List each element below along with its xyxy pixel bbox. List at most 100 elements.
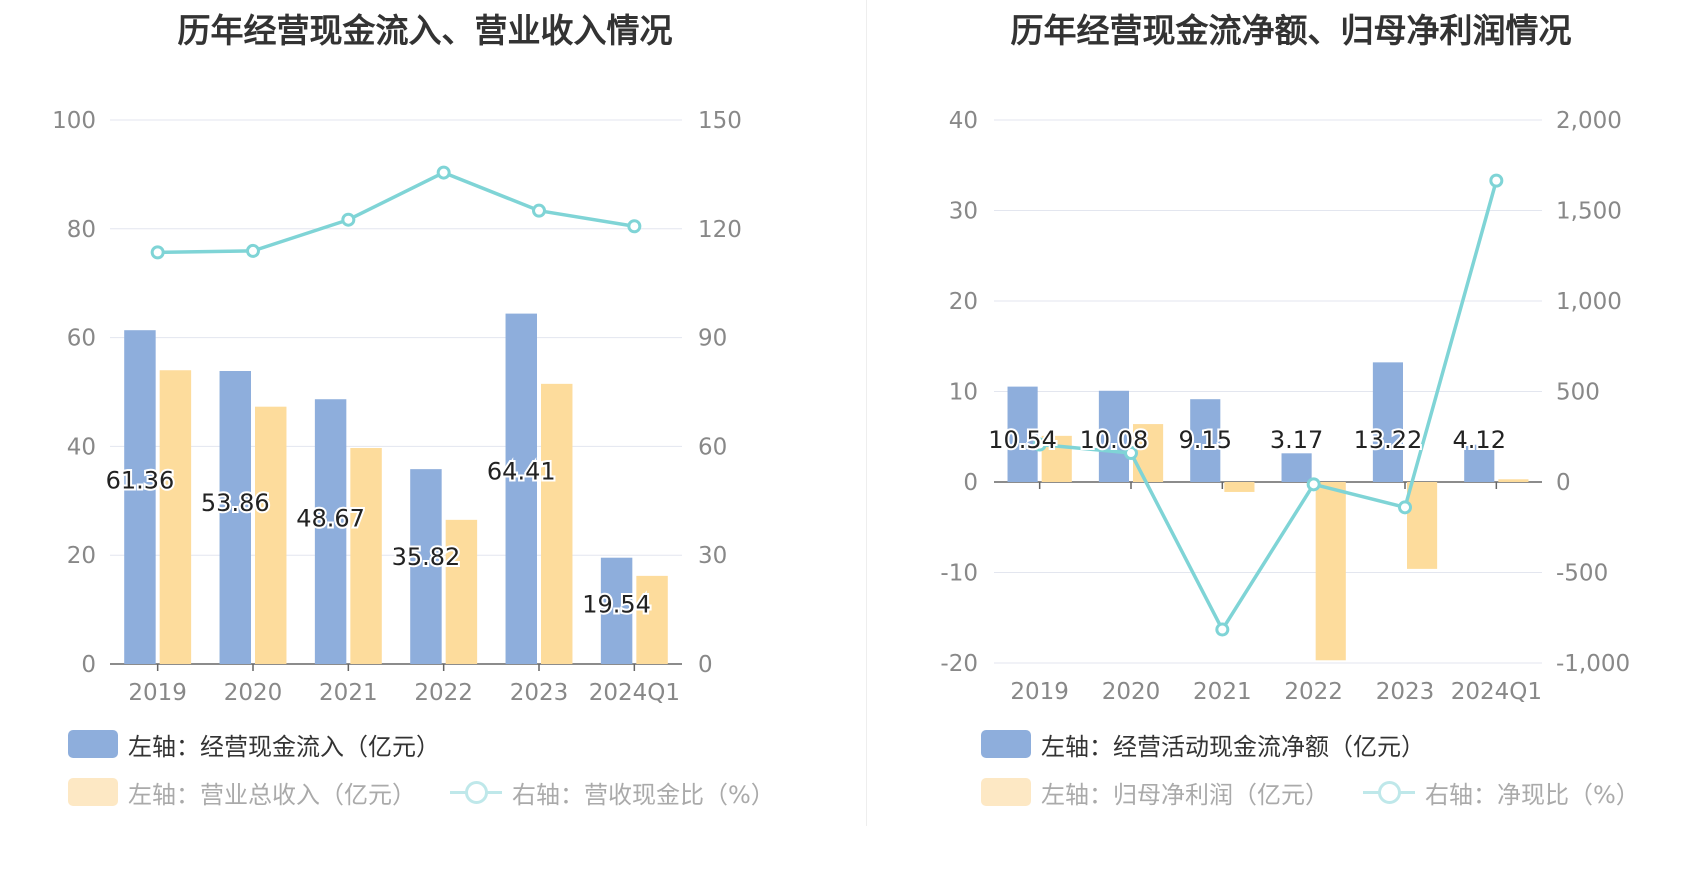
y-left-tick-label: 40 <box>67 434 96 460</box>
bar-profit <box>159 370 192 664</box>
x-tick-label: 2024Q1 <box>589 680 680 706</box>
bar-cashflow <box>505 313 537 664</box>
legend-swatch-orange <box>981 778 1031 806</box>
y-right-tick-label: 150 <box>698 108 742 134</box>
data-label: 19.54 <box>582 591 651 619</box>
line-series <box>157 170 635 255</box>
line-point <box>246 243 260 258</box>
bar-cashflow <box>410 469 442 664</box>
y-right-tick-label: 500 <box>1556 380 1600 406</box>
legend-label: 左轴：归母净利润（亿元） <box>1041 780 1329 809</box>
y-left-tick-label: 60 <box>67 326 96 352</box>
y-right-tick-label: -500 <box>1556 561 1608 587</box>
data-label: 61.36 <box>106 466 175 494</box>
legend-row-1: 左轴：经营活动现金流净额（亿元） <box>981 724 1459 764</box>
x-tick-label: 2023 <box>510 680 569 706</box>
legend-line-marker-icon <box>1363 778 1415 806</box>
bar-profit <box>541 383 573 664</box>
legend-row-2: 左轴：营业总收入（亿元） 右轴：营收现金比（%） <box>68 772 809 812</box>
legend-line-marker-icon <box>450 778 502 806</box>
line-point <box>1215 622 1230 637</box>
bar-cashflow <box>1190 399 1221 482</box>
legend-item-line[interactable]: 右轴：营收现金比（%） <box>450 775 775 810</box>
data-label: 10.08 <box>1080 426 1149 454</box>
legend-label: 左轴：经营现金流入（亿元） <box>128 732 440 761</box>
legend-row-2: 左轴：归母净利润（亿元） 右轴：净现比（%） <box>981 772 1674 812</box>
bar-profit <box>1407 482 1438 569</box>
x-tick-label: 2022 <box>414 680 473 706</box>
line-series <box>1039 180 1499 632</box>
y-left-tick-label: 20 <box>949 289 978 315</box>
y-right-tick-label: 0 <box>698 652 713 678</box>
line-point <box>1124 446 1138 461</box>
chart-title: 历年经营现金流入、营业收入情况 <box>177 11 673 50</box>
y-left-tick-label: 0 <box>963 470 978 496</box>
y-left-tick-label: -10 <box>940 561 978 587</box>
bar-profit <box>1133 424 1164 482</box>
bar-profit <box>350 448 382 664</box>
x-tick-label: 2019 <box>1010 679 1069 705</box>
legend-swatch-blue <box>981 730 1031 758</box>
bar-cashflow <box>1281 453 1312 482</box>
y-left-tick-label: 10 <box>949 380 978 406</box>
bar-profit <box>255 406 287 664</box>
bar-profit <box>445 519 478 664</box>
chart-panel-net-cashflow: 历年经营现金流净额、归母净利润情况 -20 -1,000 -10 -500 0 0 10 50… <box>866 0 1700 874</box>
bar-cashflow <box>314 399 347 664</box>
y-left-tick-label: 20 <box>67 543 96 569</box>
y-right-tick-label: 1,000 <box>1556 289 1622 315</box>
legend-label: 右轴：营收现金比（%） <box>512 780 775 809</box>
line-point <box>341 212 356 227</box>
chart-title: 历年经营现金流净额、归母净利润情况 <box>1010 11 1572 50</box>
x-tick-label: 2020 <box>224 680 283 706</box>
bar-profit <box>1498 479 1529 482</box>
legend-label: 左轴：经营活动现金流净额（亿元） <box>1041 732 1425 761</box>
legend-item-bar-orange[interactable]: 左轴：归母净利润（亿元） <box>981 775 1329 810</box>
data-label: 48.67 <box>296 504 365 532</box>
y-right-tick-label: 120 <box>698 217 742 243</box>
y-right-tick-label: -1,000 <box>1556 651 1630 677</box>
line-point <box>1489 173 1504 188</box>
x-tick-label: 2021 <box>319 680 378 706</box>
bar-profit <box>636 575 668 664</box>
panel-divider <box>866 0 867 826</box>
chart-panel-cashflow-inflow: 历年经营现金流入、营业收入情况 0 0 20 30 40 60 60 90 80 120 100 15… <box>52 11 809 812</box>
y-left-tick-label: 30 <box>949 199 978 225</box>
legend-item-bar-blue[interactable]: 左轴：经营活动现金流净额（亿元） <box>981 727 1425 762</box>
legend-item-bar-orange[interactable]: 左轴：营业总收入（亿元） <box>68 775 416 810</box>
bar-cashflow <box>1372 362 1403 482</box>
y-left-tick-label: 80 <box>67 217 96 243</box>
y-right-tick-label: 30 <box>698 543 727 569</box>
x-tick-label: 2019 <box>128 680 187 706</box>
bar-cashflow <box>1464 444 1495 482</box>
data-label: 3.17 <box>1270 426 1323 454</box>
y-right-tick-label: 0 <box>1556 470 1571 496</box>
line-point <box>532 203 546 218</box>
y-right-tick-label: 1,500 <box>1556 199 1622 225</box>
x-tick-label: 2020 <box>1102 679 1161 705</box>
legend-item-bar-blue[interactable]: 左轴：经营现金流入（亿元） <box>68 727 440 762</box>
chart-plot-area: 0 0 20 30 40 60 60 90 80 120 100 150 2019 2020 2021 202… <box>52 108 742 706</box>
y-right-tick-label: 60 <box>698 434 727 460</box>
legend-row-1: 左轴：经营现金流入（亿元） <box>68 724 474 764</box>
bar-cashflow <box>219 371 251 664</box>
line-point <box>150 245 165 260</box>
bar-cashflow <box>124 330 156 664</box>
bar-profit <box>1224 482 1255 492</box>
bar-cashflow <box>1098 390 1129 482</box>
y-left-tick-label: -20 <box>940 651 978 677</box>
y-right-tick-label: 2,000 <box>1556 108 1622 134</box>
y-right-tick-label: 90 <box>698 326 727 352</box>
data-label: 10.54 <box>988 426 1057 454</box>
line-point <box>627 219 642 234</box>
y-left-tick-label: 0 <box>81 652 96 678</box>
data-label: 9.15 <box>1179 426 1232 454</box>
bar-cashflow <box>600 557 633 664</box>
data-label: 35.82 <box>392 543 461 571</box>
line-point <box>1032 437 1047 452</box>
line-point <box>1398 500 1412 515</box>
legend-item-line[interactable]: 右轴：净现比（%） <box>1363 775 1640 810</box>
bar-profit <box>1315 482 1346 661</box>
legend-swatch-orange <box>68 778 118 806</box>
legend-label: 右轴：净现比（%） <box>1425 780 1640 809</box>
